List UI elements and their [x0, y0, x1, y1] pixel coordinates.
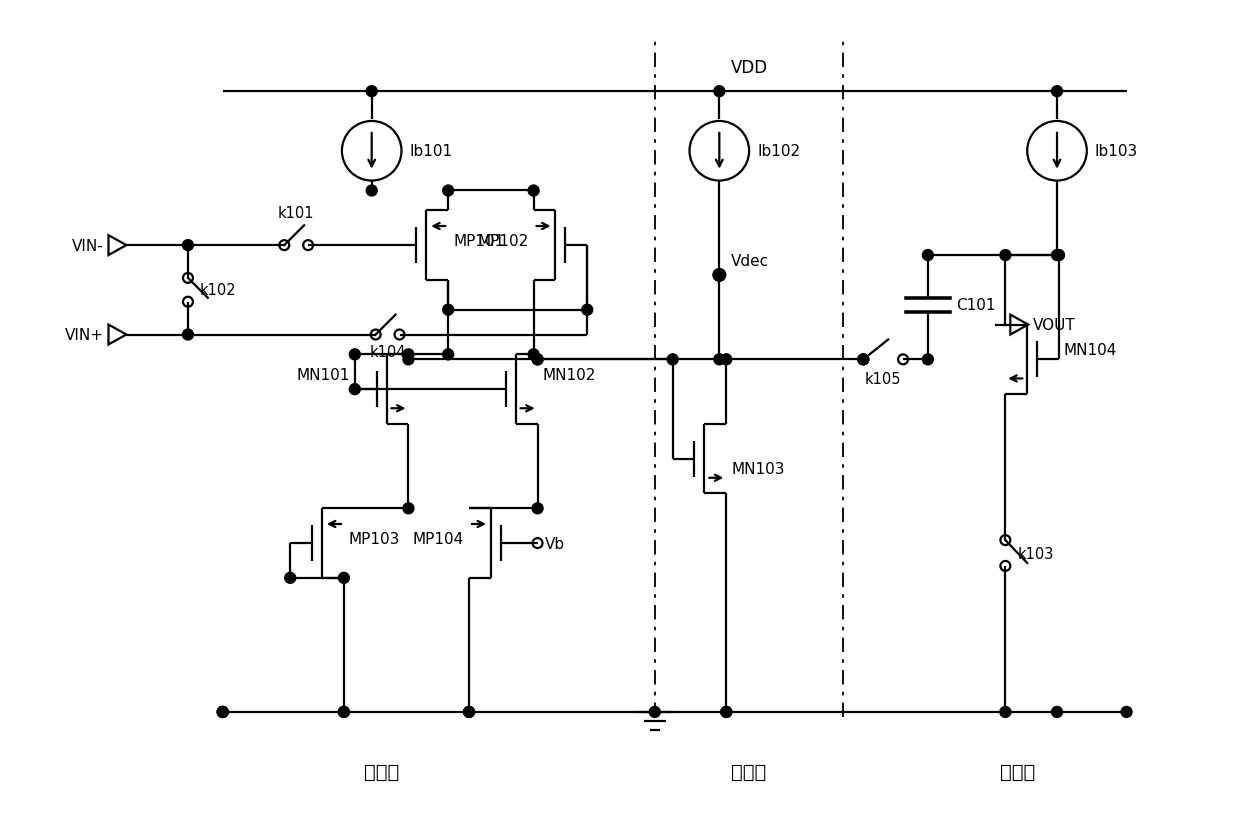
Circle shape: [366, 186, 377, 197]
Circle shape: [720, 707, 732, 717]
Circle shape: [667, 355, 678, 365]
Text: k103: k103: [1017, 545, 1054, 561]
Circle shape: [182, 240, 193, 251]
Circle shape: [339, 707, 350, 717]
Circle shape: [650, 707, 660, 717]
Circle shape: [464, 707, 475, 717]
Circle shape: [217, 707, 228, 717]
Circle shape: [403, 503, 414, 514]
Text: VDD: VDD: [730, 59, 768, 77]
Circle shape: [1052, 251, 1063, 261]
Circle shape: [366, 87, 377, 97]
Circle shape: [532, 355, 543, 365]
Text: k105: k105: [866, 372, 901, 387]
Text: VIN-: VIN-: [72, 238, 103, 253]
Text: MP101: MP101: [453, 233, 505, 248]
Circle shape: [532, 355, 543, 365]
Circle shape: [714, 270, 725, 281]
Text: C101: C101: [956, 298, 996, 313]
Circle shape: [403, 350, 414, 360]
Circle shape: [720, 707, 732, 717]
Circle shape: [1054, 251, 1064, 261]
Circle shape: [582, 305, 593, 316]
Text: MN101: MN101: [296, 367, 350, 382]
Circle shape: [350, 350, 361, 360]
Circle shape: [532, 503, 543, 514]
Text: k101: k101: [278, 206, 315, 221]
Circle shape: [714, 87, 725, 97]
Text: k102: k102: [200, 283, 237, 298]
Circle shape: [858, 355, 869, 365]
Text: Ib101: Ib101: [409, 144, 453, 159]
Text: VIN+: VIN+: [64, 328, 103, 342]
Circle shape: [285, 572, 295, 584]
Circle shape: [923, 355, 934, 365]
Text: Vdec: Vdec: [732, 253, 769, 268]
Circle shape: [217, 707, 228, 717]
Circle shape: [714, 355, 725, 365]
Text: MN104: MN104: [1064, 342, 1117, 357]
Circle shape: [464, 707, 475, 717]
Circle shape: [923, 251, 934, 261]
Text: Ib103: Ib103: [1095, 144, 1138, 159]
Circle shape: [999, 251, 1011, 261]
Text: MN102: MN102: [543, 367, 596, 382]
Circle shape: [339, 707, 350, 717]
Circle shape: [1052, 707, 1063, 717]
Circle shape: [339, 572, 350, 584]
Circle shape: [1052, 87, 1063, 97]
Circle shape: [403, 355, 414, 365]
Text: 检测级: 检测级: [732, 762, 766, 781]
Circle shape: [720, 355, 732, 365]
Text: 增益级: 增益级: [365, 762, 399, 781]
Text: MP102: MP102: [477, 233, 528, 248]
Text: k104: k104: [370, 345, 405, 360]
Text: MP104: MP104: [413, 531, 464, 546]
Circle shape: [443, 350, 454, 360]
Circle shape: [217, 707, 228, 717]
Text: MP103: MP103: [348, 531, 401, 546]
Text: MN103: MN103: [732, 462, 785, 477]
Circle shape: [182, 329, 193, 341]
Text: 输出级: 输出级: [999, 762, 1035, 781]
Circle shape: [528, 350, 539, 360]
Text: VOUT: VOUT: [1033, 318, 1076, 333]
Circle shape: [350, 384, 361, 395]
Circle shape: [1121, 707, 1132, 717]
Text: Vb: Vb: [544, 536, 564, 551]
Text: Ib102: Ib102: [758, 144, 800, 159]
Circle shape: [528, 186, 539, 197]
Circle shape: [999, 707, 1011, 717]
Circle shape: [443, 186, 454, 197]
Circle shape: [443, 305, 454, 316]
